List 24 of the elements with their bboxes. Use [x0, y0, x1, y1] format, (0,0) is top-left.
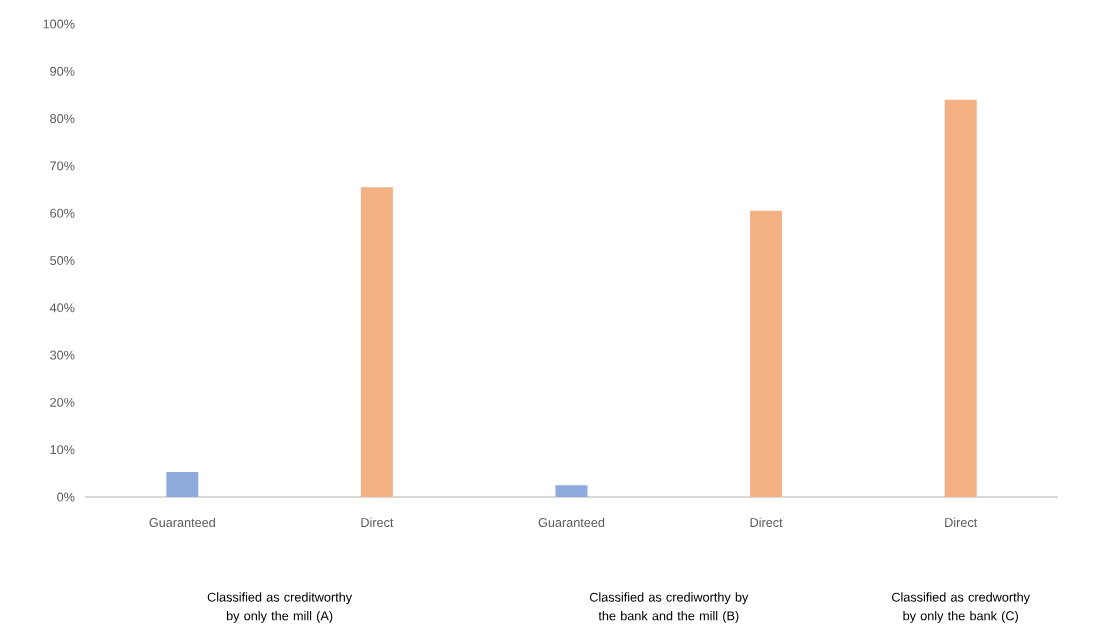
x-tick-label: Direct — [945, 517, 978, 527]
y-tick-label: 90% — [50, 66, 75, 76]
bar — [166, 471, 199, 497]
y-tick-label: 60% — [50, 208, 75, 218]
x-tick-label: Guaranteed — [538, 517, 605, 527]
y-tick-label: 20% — [50, 397, 75, 407]
y-tick-label: 50% — [50, 256, 75, 265]
text: Classified as credworthy by only the bank (C) — [892, 592, 1030, 623]
text: Classified as creditworthy by only the mill (A) — [207, 592, 353, 623]
y-tick-label: 10% — [50, 445, 75, 455]
bar — [944, 99, 977, 497]
y-tick-label: 40% — [49, 303, 75, 313]
y-tick-label: 80% — [50, 114, 75, 124]
y-tick-label: 100% — [43, 19, 75, 29]
text: Classified as crediworthy by the bank and the mill (B) — [589, 592, 749, 623]
x-tick-label: Direct — [750, 517, 783, 527]
bar — [360, 187, 393, 497]
x-tick-label: Direct — [361, 517, 394, 527]
bar — [750, 210, 783, 497]
y-tick-label: 70% — [50, 161, 75, 171]
y-tick-label: 0% — [57, 492, 75, 502]
y-tick-label: 30% — [50, 350, 75, 360]
bar — [555, 485, 588, 497]
x-tick-label: Guaranteed — [149, 517, 215, 527]
